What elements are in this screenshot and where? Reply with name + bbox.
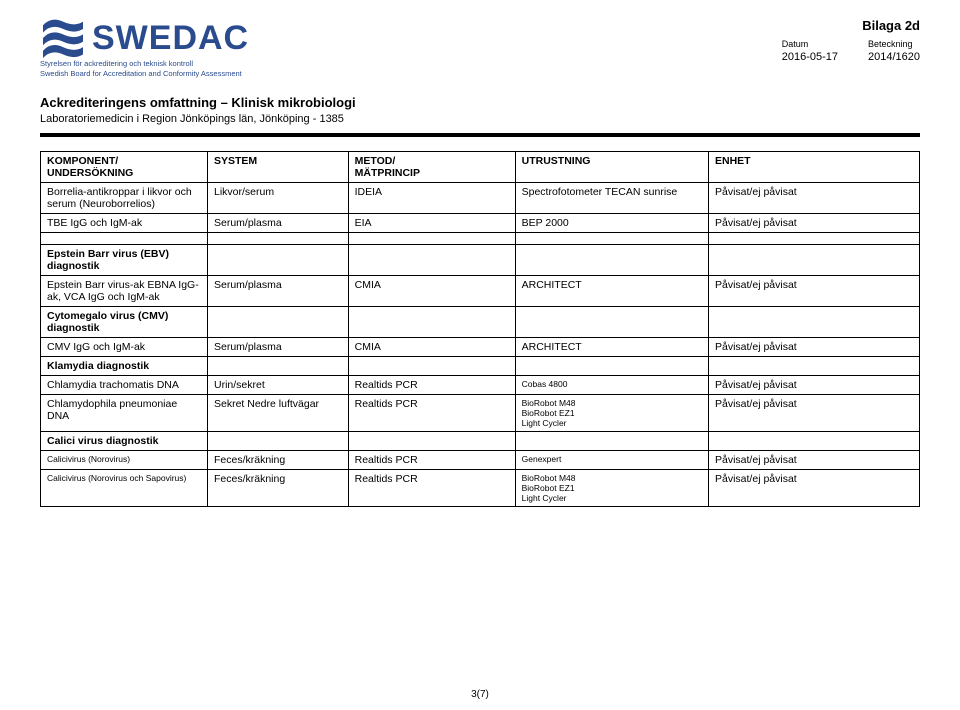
logo-word: SWEDAC: [92, 21, 249, 55]
table-cell: EIA: [348, 213, 515, 232]
table-cell: Påvisat/ej påvisat: [709, 182, 920, 213]
accreditation-table: KOMPONENT/ UNDERSÖKNINGSYSTEMMETOD/ MÄTP…: [40, 151, 920, 507]
table-cell: [709, 244, 920, 275]
table-cell: [709, 306, 920, 337]
table-cell: [515, 431, 708, 450]
table-cell: [515, 306, 708, 337]
table-cell: ARCHITECT: [515, 337, 708, 356]
table-row: Epstein Barr virus-ak EBNA IgG-ak, VCA I…: [41, 275, 920, 306]
table-cell: Påvisat/ej påvisat: [709, 394, 920, 431]
bilaga-label: Bilaga 2d: [782, 18, 920, 33]
table-header-0: KOMPONENT/ UNDERSÖKNING: [41, 151, 208, 182]
table-row: Calicivirus (Norovirus)Feces/kräkningRea…: [41, 450, 920, 469]
table-cell: Chlamydia trachomatis DNA: [41, 375, 208, 394]
table-cell: Påvisat/ej påvisat: [709, 469, 920, 506]
table-cell: Serum/plasma: [208, 337, 349, 356]
table-cell: IDEIA: [348, 182, 515, 213]
table-row: Chlamydophila pneumoniae DNASekret Nedre…: [41, 394, 920, 431]
table-cell: Cytomegalo virus (CMV) diagnostik: [41, 306, 208, 337]
logo-tagline-1: Styrelsen för ackreditering och teknisk …: [40, 60, 249, 68]
table-cell: [709, 431, 920, 450]
table-cell: CMIA: [348, 275, 515, 306]
table-cell: Cobas 4800: [515, 375, 708, 394]
datum-value: 2016-05-17: [782, 51, 838, 63]
beteckning-label: Beteckning: [868, 39, 920, 49]
table-cell: Calicivirus (Norovirus och Sapovirus): [41, 469, 208, 506]
table-cell: [348, 431, 515, 450]
table-cell: Serum/plasma: [208, 275, 349, 306]
table-cell: Genexpert: [515, 450, 708, 469]
page-number: 3(7): [0, 689, 960, 700]
table-cell: BioRobot M48 BioRobot EZ1 Light Cycler: [515, 394, 708, 431]
table-cell: Realtids PCR: [348, 375, 515, 394]
table-cell: Calici virus diagnostik: [41, 431, 208, 450]
divider: [40, 133, 920, 137]
table-cell: Serum/plasma: [208, 213, 349, 232]
table-cell: Påvisat/ej påvisat: [709, 375, 920, 394]
table-cell: Spectrofotometer TECAN sunrise: [515, 182, 708, 213]
table-cell: Klamydia diagnostik: [41, 356, 208, 375]
table-cell: Calicivirus (Norovirus): [41, 450, 208, 469]
table-row: [41, 232, 920, 244]
table-cell: Påvisat/ej påvisat: [709, 337, 920, 356]
page-header: SWEDAC Styrelsen för ackreditering och t…: [40, 18, 920, 79]
table-header-4: ENHET: [709, 151, 920, 182]
beteckning-value: 2014/1620: [868, 51, 920, 63]
table-row: Cytomegalo virus (CMV) diagnostik: [41, 306, 920, 337]
table-row: Calici virus diagnostik: [41, 431, 920, 450]
table-cell: Epstein Barr virus (EBV) diagnostik: [41, 244, 208, 275]
table-row: Calicivirus (Norovirus och Sapovirus)Fec…: [41, 469, 920, 506]
table-row: Borrelia-antikroppar i likvor och serum …: [41, 182, 920, 213]
table-cell: Likvor/serum: [208, 182, 349, 213]
table-cell: TBE IgG och IgM-ak: [41, 213, 208, 232]
table-cell: Feces/kräkning: [208, 450, 349, 469]
table-cell: ARCHITECT: [515, 275, 708, 306]
header-right: Bilaga 2d Datum 2016-05-17 Beteckning 20…: [782, 18, 920, 63]
table-row: Klamydia diagnostik: [41, 356, 920, 375]
swedac-logo-icon: [40, 18, 86, 58]
doc-subtitle: Laboratoriemedicin i Region Jönköpings l…: [40, 113, 920, 125]
table-cell: BEP 2000: [515, 213, 708, 232]
table-cell: Realtids PCR: [348, 469, 515, 506]
logo-block: SWEDAC Styrelsen för ackreditering och t…: [40, 18, 249, 79]
table-cell: [348, 244, 515, 275]
table-cell: Feces/kräkning: [208, 469, 349, 506]
table-cell: Sekret Nedre luftvägar: [208, 394, 349, 431]
table-cell: Epstein Barr virus-ak EBNA IgG-ak, VCA I…: [41, 275, 208, 306]
table-cell: [208, 244, 349, 275]
table-cell: [348, 356, 515, 375]
table-header-2: METOD/ MÄTPRINCIP: [348, 151, 515, 182]
table-cell: Påvisat/ej påvisat: [709, 275, 920, 306]
logo-tagline-2: Swedish Board for Accreditation and Conf…: [40, 70, 249, 78]
table-cell: [208, 306, 349, 337]
table-row: TBE IgG och IgM-akSerum/plasmaEIABEP 200…: [41, 213, 920, 232]
table-row: Epstein Barr virus (EBV) diagnostik: [41, 244, 920, 275]
table-cell: BioRobot M48 BioRobot EZ1 Light Cycler: [515, 469, 708, 506]
table-cell: Chlamydophila pneumoniae DNA: [41, 394, 208, 431]
table-cell: [208, 356, 349, 375]
table-cell: [348, 306, 515, 337]
doc-title: Ackrediteringens omfattning – Klinisk mi…: [40, 95, 920, 110]
table-cell: [515, 356, 708, 375]
table-cell: CMV IgG och IgM-ak: [41, 337, 208, 356]
table-cell: Realtids PCR: [348, 394, 515, 431]
table-cell: Påvisat/ej påvisat: [709, 213, 920, 232]
table-header-1: SYSTEM: [208, 151, 349, 182]
table-cell: Urin/sekret: [208, 375, 349, 394]
table-row: CMV IgG och IgM-akSerum/plasmaCMIAARCHIT…: [41, 337, 920, 356]
table-cell: CMIA: [348, 337, 515, 356]
table-cell: Realtids PCR: [348, 450, 515, 469]
table-cell: Påvisat/ej påvisat: [709, 450, 920, 469]
datum-label: Datum: [782, 39, 838, 49]
table-cell: [515, 244, 708, 275]
table-header-3: UTRUSTNING: [515, 151, 708, 182]
table-row: Chlamydia trachomatis DNAUrin/sekretReal…: [41, 375, 920, 394]
table-cell: Borrelia-antikroppar i likvor och serum …: [41, 182, 208, 213]
table-cell: [709, 356, 920, 375]
table-cell: [208, 431, 349, 450]
